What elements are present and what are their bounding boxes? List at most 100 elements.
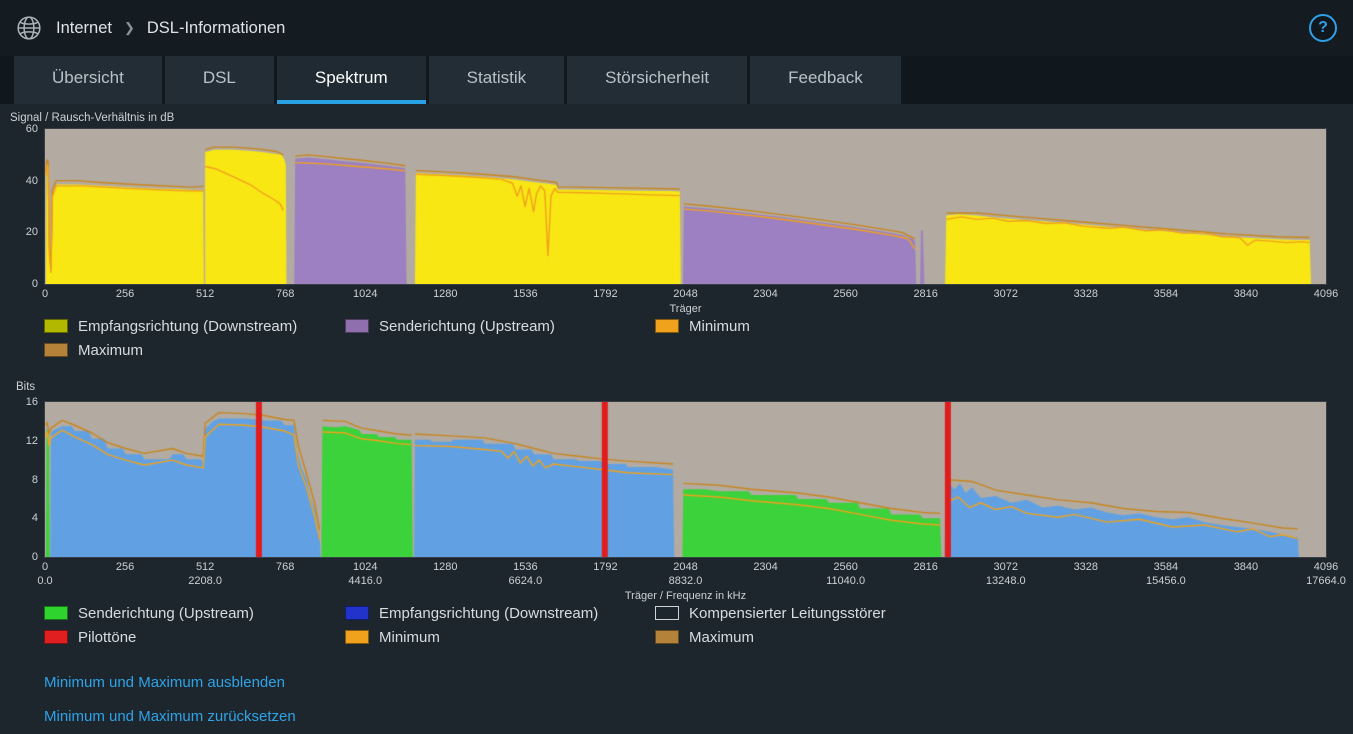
snr-xtick: 3072 (993, 288, 1018, 300)
bits-xtick: 1280 (433, 561, 458, 573)
bits-xtick: 256 (115, 561, 135, 573)
header-bar: Internet ❯ DSL-Informationen ? (0, 0, 1353, 56)
hide-minmax-link[interactable]: Minimum und Maximum ausblenden (44, 674, 285, 691)
legend-item-pilott-ne: Pilottöne (44, 627, 136, 647)
snr-ytick: 0 (31, 278, 38, 290)
legend-swatch (345, 319, 369, 333)
snr-ytick: 40 (25, 174, 38, 187)
bits-xtick: 0 (41, 561, 49, 573)
snr-chart: Signal / Rausch-Verhältnis in dB Träger … (0, 110, 1353, 316)
snr-xtick: 2304 (753, 288, 778, 300)
snr-chart-title: Signal / Rausch-Verhältnis in dB (10, 112, 175, 124)
snr-xtick: 3328 (1073, 288, 1099, 300)
bits-xtick: 512 (195, 561, 215, 573)
legend-label: Empfangsrichtung (Downstream) (78, 317, 298, 335)
legend-label: Kompensierter Leitungsstörer (689, 604, 886, 622)
legend-item-empfangsrichtung-downstream: Empfangsrichtung (Downstream) (44, 316, 297, 336)
snr-xtick: 1536 (513, 288, 538, 300)
bitloading-plot (44, 401, 1327, 558)
snr-ytick: 60 (25, 123, 38, 135)
legend-item-kompensierter-leitungsst-rer: Kompensierter Leitungsstörer (655, 603, 886, 623)
bits-freq-tick: 8832.0 (668, 575, 703, 587)
bits-xtick: 3840 (1233, 561, 1259, 573)
legend-swatch (655, 606, 679, 620)
legend-label: Maximum (78, 341, 144, 359)
snr-xtick: 768 (276, 288, 295, 300)
legend-label: Empfangsrichtung (Downstream) (379, 604, 599, 622)
legend-item-maximum: Maximum (44, 340, 143, 360)
legend-swatch (345, 606, 369, 620)
bits-xtick: 2816 (913, 561, 938, 573)
tab-statistik[interactable]: Statistik (428, 56, 565, 104)
bitloading-legend: Senderichtung (Upstream) Empfangsrichtung… (0, 603, 1353, 659)
bitloading-chart: Bits Träger / Frequenz in kHz 0 256 512 768… (0, 379, 1353, 603)
snr-ytick: 20 (25, 226, 38, 239)
bits-xtick: 1536 (513, 561, 538, 573)
tab-spektrum[interactable]: Spektrum (276, 56, 426, 104)
bits-ytick: 4 (31, 512, 38, 525)
bits-xtick: 768 (276, 561, 295, 573)
legend-swatch (44, 319, 68, 333)
legend-item-senderichtung-upstream: Senderichtung (Upstream) (345, 316, 555, 336)
legend-swatch (655, 630, 679, 644)
tab-feedback[interactable]: Feedback (750, 56, 901, 104)
bits-freq-tick: 2208.0 (188, 575, 222, 587)
legend-label: Minimum (379, 628, 440, 646)
legend-item-minimum: Minimum (655, 316, 750, 336)
snr-xlabel: Träger (669, 303, 702, 315)
legend-item-minimum: Minimum (345, 627, 440, 647)
snr-xtick: 3840 (1233, 288, 1259, 300)
bits-xtick: 2304 (753, 561, 778, 573)
bits-freq-tick: 0.0 (37, 575, 53, 587)
bitloading-canvas (45, 402, 1326, 557)
bits-freq-tick: 15456.0 (1145, 575, 1186, 587)
snr-xtick: 256 (115, 288, 135, 300)
bits-freq-tick: 13248.0 (985, 575, 1026, 587)
bits-xtick: 2560 (833, 561, 858, 573)
legend-swatch (655, 319, 679, 333)
breadcrumb-chevron-icon: ❯ (123, 20, 135, 35)
bits-xtick: 3584 (1153, 561, 1179, 573)
tab-uebersicht[interactable]: Übersicht (14, 56, 162, 104)
snr-canvas (45, 129, 1326, 284)
bitloading-xlabel: Träger / Frequenz in kHz (624, 590, 747, 602)
tab-bar: Übersicht DSL Spektrum Statistik Störsicherh… (0, 56, 1353, 104)
legend-swatch (44, 630, 68, 644)
legend-label: Pilottöne (78, 628, 137, 646)
bitloading-chart-title: Bits (16, 381, 36, 393)
snr-xtick: 512 (195, 288, 215, 300)
bits-xtick: 4096 (1313, 561, 1339, 573)
bits-xtick: 1792 (593, 561, 618, 573)
bits-freq-tick: 11040.0 (826, 575, 866, 587)
snr-xtick: 1024 (353, 288, 378, 300)
snr-plot (44, 128, 1327, 285)
legend-label: Senderichtung (Upstream) (78, 604, 254, 622)
breadcrumb-root[interactable]: Internet (56, 18, 112, 37)
snr-xtick: 1792 (593, 288, 618, 300)
bits-ytick: 12 (25, 434, 38, 447)
tab-stoersicherheit[interactable]: Störsicherheit (567, 56, 748, 104)
legend-swatch (44, 343, 68, 357)
reset-minmax-link[interactable]: Minimum und Maximum zurücksetzen (44, 708, 296, 725)
bits-freq-tick: 17664.0 (1306, 575, 1346, 587)
legend-item-senderichtung-upstream: Senderichtung (Upstream) (44, 603, 254, 623)
help-button[interactable]: ? (1309, 14, 1337, 42)
tab-dsl[interactable]: DSL (164, 56, 274, 104)
bits-xtick: 2048 (673, 561, 698, 573)
bits-freq-tick: 4416.0 (348, 575, 383, 587)
snr-xtick: 4096 (1313, 288, 1339, 300)
legend-label: Senderichtung (Upstream) (379, 317, 555, 335)
bits-ytick: 8 (31, 473, 38, 486)
snr-xtick: 2560 (833, 288, 858, 300)
snr-xtick: 2816 (913, 288, 938, 300)
snr-xtick: 1280 (433, 288, 458, 300)
breadcrumb-current: DSL-Informationen (146, 18, 286, 37)
snr-legend: Empfangsrichtung (Downstream) Senderichtu… (0, 316, 1353, 372)
bits-ytick: 16 (25, 396, 38, 408)
legend-label: Minimum (689, 317, 750, 335)
legend-item-maximum: Maximum (655, 627, 754, 647)
bits-ytick: 0 (31, 551, 38, 563)
legend-swatch (345, 630, 369, 644)
legend-swatch (44, 606, 68, 620)
snr-xtick: 0 (41, 288, 49, 300)
